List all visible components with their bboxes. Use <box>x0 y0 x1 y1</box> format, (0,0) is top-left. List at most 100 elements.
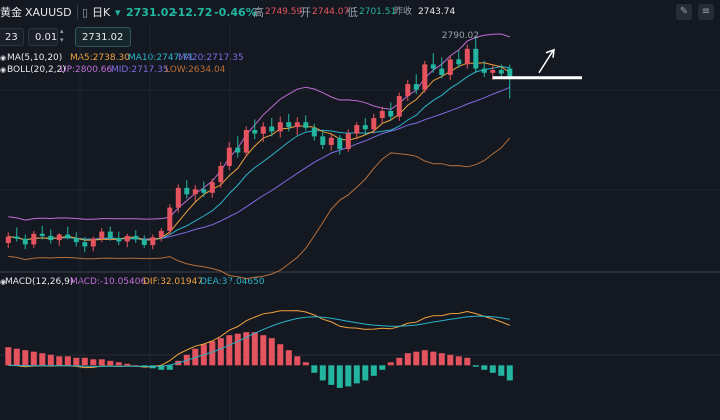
macd-bar <box>336 365 343 388</box>
candle <box>277 116 283 138</box>
candle-body <box>320 136 326 145</box>
chart-grid <box>0 24 720 420</box>
macd-bar <box>47 354 54 366</box>
candle <box>439 57 445 79</box>
macd-bar <box>217 338 224 366</box>
macd-bar <box>64 356 71 366</box>
candle <box>243 126 249 157</box>
boll-mid-value: MID:2717.35 <box>111 65 169 75</box>
candle-body <box>294 122 300 128</box>
macd-bar <box>226 335 233 366</box>
macd-bar <box>13 348 20 366</box>
price-change: -12.72 <box>173 6 213 19</box>
chart-type-icon[interactable]: ▯ <box>82 6 89 19</box>
macd-bar <box>81 357 88 366</box>
candle-body <box>116 238 122 242</box>
candle-body <box>175 187 181 208</box>
candle <box>252 119 258 140</box>
candle-body <box>218 166 224 183</box>
candle <box>22 234 28 250</box>
trend-arrow-head <box>545 48 555 58</box>
macd-bar <box>447 354 454 366</box>
boll-low-value: LOW:2634.04 <box>165 65 226 75</box>
open-value: 2744.07 <box>312 7 350 17</box>
candle-body <box>192 189 198 195</box>
candle <box>65 226 71 240</box>
low-label: 低 <box>347 6 358 19</box>
candle <box>294 117 300 135</box>
macd-bar <box>5 347 12 366</box>
candle-body <box>473 48 479 69</box>
candle <box>209 178 215 198</box>
candle-body <box>303 122 309 128</box>
macd-value: MACD:-10.05406 <box>70 277 147 287</box>
macd-bar <box>39 353 46 366</box>
candle-body <box>269 126 275 132</box>
candle-body <box>90 238 96 247</box>
candle <box>303 115 309 131</box>
macd-bar <box>234 333 241 366</box>
macd-bar <box>370 365 377 376</box>
candle <box>473 36 479 73</box>
symbol-name[interactable]: 黄金 <box>0 6 22 19</box>
eye-icon[interactable]: ◉ <box>0 66 7 74</box>
timeframe-selector[interactable]: 日K <box>92 6 111 19</box>
candle <box>192 185 198 202</box>
boll-title[interactable]: BOLL(20,2,2) <box>7 65 66 75</box>
lots-input[interactable]: 23 <box>0 28 24 46</box>
macd-bar <box>73 357 80 366</box>
candle-body <box>481 68 487 73</box>
candle <box>39 226 45 240</box>
candle-body <box>167 207 173 231</box>
step-stepper[interactable]: ▴ ▾ <box>60 27 64 44</box>
candle-body <box>422 64 428 90</box>
ma10-value: MA10:2747.71 <box>128 53 194 63</box>
macd-bar <box>90 359 97 366</box>
candle-body <box>413 84 419 90</box>
macd-bar <box>489 365 496 373</box>
macd-pane <box>5 310 513 388</box>
candle-body <box>133 235 139 240</box>
ma20-value: MA20:2717.35 <box>178 53 244 63</box>
price-input[interactable]: 2731.02 <box>75 27 131 47</box>
boll-up-value: UP:2800.66 <box>60 65 113 75</box>
step-input[interactable]: 0.01 <box>28 28 58 46</box>
candle <box>311 123 317 141</box>
macd-bar <box>481 365 488 370</box>
ma-title[interactable]: MA(5,10,20) <box>7 53 63 63</box>
high-value: 2749.59 <box>265 7 303 17</box>
candle <box>116 231 122 246</box>
candle-body <box>235 147 241 153</box>
eye-icon[interactable]: ◉ <box>0 278 7 286</box>
candle-body <box>99 231 105 239</box>
candle <box>167 204 173 236</box>
candle-body <box>82 242 88 247</box>
candle <box>56 233 62 246</box>
candle-body <box>65 234 71 238</box>
candle-body <box>48 235 54 241</box>
dropdown-arrow-icon[interactable]: ▾ <box>115 6 121 19</box>
candle <box>73 232 79 247</box>
macd-title[interactable]: MACD(12,26,9) <box>5 277 74 287</box>
candle-body <box>311 127 317 137</box>
candle-body <box>150 237 156 246</box>
macd-bar <box>328 365 335 385</box>
last-price: 2731.02 <box>126 6 177 19</box>
macd-bar <box>430 351 437 366</box>
symbol-code[interactable]: XAUUSD <box>25 6 72 19</box>
candle-body <box>5 236 11 243</box>
candle <box>337 134 343 155</box>
candle-body <box>456 59 462 65</box>
settings-icon[interactable]: ≡ <box>698 4 714 20</box>
candle <box>184 180 190 199</box>
eye-icon[interactable]: ◉ <box>0 54 7 62</box>
candle <box>141 235 147 248</box>
candle <box>320 131 326 150</box>
candle <box>371 113 377 134</box>
macd-bar <box>260 335 267 366</box>
candle-body <box>396 96 402 117</box>
candle <box>226 142 232 171</box>
draw-tool-icon[interactable]: ✎ <box>676 4 692 20</box>
dif-line <box>8 310 510 369</box>
